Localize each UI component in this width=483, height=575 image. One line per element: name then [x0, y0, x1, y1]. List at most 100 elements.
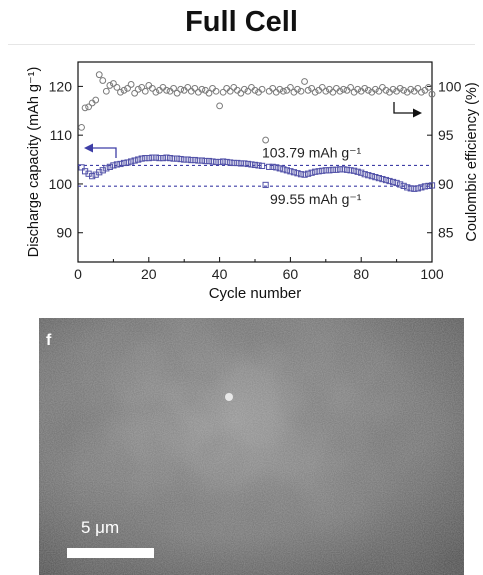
y-right-tick-label: 95 — [438, 127, 454, 143]
ce-point — [110, 80, 117, 87]
capacity-point — [322, 167, 329, 174]
ce-point — [400, 86, 408, 94]
capacity-point — [319, 167, 326, 174]
ce-point — [85, 103, 93, 111]
reference-line-label: 103.79 mAh g⁻¹ — [262, 144, 362, 160]
ce-point — [318, 83, 326, 91]
ce-point — [216, 102, 224, 110]
ce-point — [95, 71, 103, 79]
capacity-point — [290, 169, 298, 176]
cycling-chart: 0 20 40 60 80 100 90 100 110 120 85 90 95 100 Cycle nu… — [26, 61, 480, 302]
capacity-point — [220, 158, 227, 165]
ce-point — [287, 83, 294, 91]
ce-point — [347, 83, 354, 91]
y-right-axis-label: Coulombic efficiency (%) — [464, 82, 480, 241]
ce-point — [382, 86, 390, 94]
capacity-point — [244, 160, 252, 168]
ce-point — [212, 87, 220, 95]
capacity-point — [241, 160, 248, 167]
x-tick-label: 20 — [141, 266, 157, 282]
x-tick-label: 40 — [212, 266, 228, 282]
capacity-point — [361, 171, 368, 178]
capacity-point — [393, 179, 400, 187]
capacity-point — [177, 155, 184, 163]
capacity-point — [209, 158, 216, 165]
ce-point — [170, 84, 177, 92]
capacity-point — [297, 171, 305, 178]
y-right-tick-label: 100 — [438, 78, 462, 94]
x-tick-label: 60 — [283, 266, 299, 282]
capacity-point — [421, 183, 429, 190]
capacity-point — [305, 170, 312, 177]
capacity-point — [343, 166, 351, 173]
ce-point — [173, 89, 181, 97]
ce-point — [219, 88, 227, 96]
ce-point — [276, 85, 284, 93]
capacity-point — [266, 163, 273, 170]
ce-point — [417, 88, 425, 96]
ce-point — [269, 84, 277, 92]
capacity-point — [312, 168, 319, 175]
capacity-point — [131, 157, 138, 164]
capacity-point — [368, 173, 375, 180]
ce-point — [81, 104, 89, 112]
ce-point — [134, 85, 142, 93]
panel-label: f — [46, 332, 52, 349]
ce-point — [102, 87, 110, 95]
capacity-point — [113, 161, 121, 168]
capacity-point — [89, 173, 96, 180]
ce-point — [106, 82, 114, 89]
left-axis-arrow — [88, 147, 117, 158]
ce-point — [240, 85, 248, 93]
ce-point — [304, 86, 312, 94]
ce-point — [407, 85, 415, 93]
ce-point — [78, 123, 85, 131]
capacity-point — [255, 162, 262, 169]
capacity-point — [149, 154, 156, 161]
capacity-point — [202, 157, 209, 165]
ce-point — [311, 88, 319, 96]
capacity-point — [120, 159, 128, 167]
capacity-point — [351, 167, 358, 174]
capacity-point — [106, 163, 113, 170]
capacity-point — [145, 154, 152, 162]
capacity-point — [258, 162, 266, 170]
ce-point — [428, 90, 436, 98]
capacity-point — [418, 184, 425, 191]
capacity-point — [372, 174, 379, 181]
capacity-point — [397, 181, 404, 188]
sem-image — [39, 318, 464, 575]
capacity-point — [382, 176, 390, 184]
ce-point — [124, 84, 131, 92]
capacity-point — [170, 155, 177, 162]
ce-point — [375, 87, 383, 95]
x-tick-label: 80 — [353, 266, 369, 282]
ce-point — [301, 78, 308, 85]
capacity-point — [269, 163, 276, 170]
ce-point — [92, 96, 100, 104]
capacity-point — [227, 159, 234, 166]
capacity-point — [163, 154, 170, 161]
scale-bar — [67, 548, 154, 558]
capacity-point — [191, 156, 198, 164]
capacity-point — [96, 169, 103, 176]
ce-point — [396, 84, 404, 92]
capacity-point — [354, 168, 361, 175]
ce-point — [113, 83, 121, 91]
capacity-point — [347, 167, 354, 174]
capacity-point — [230, 159, 237, 167]
capacity-point — [117, 160, 124, 168]
capacity-point — [280, 166, 287, 173]
ce-point — [131, 89, 139, 97]
capacity-point — [248, 161, 255, 168]
y-right-tick-label: 85 — [438, 225, 454, 241]
capacity-point — [128, 158, 135, 165]
left-axis-arrowhead — [84, 143, 93, 153]
ce-point — [205, 89, 213, 97]
capacity-point — [156, 154, 163, 162]
ce-point — [117, 88, 124, 96]
ce-point — [138, 83, 146, 91]
scale-bar-label: 5 μm — [81, 518, 120, 537]
ce-point — [127, 81, 135, 88]
y-right-tick-label: 90 — [438, 176, 454, 192]
